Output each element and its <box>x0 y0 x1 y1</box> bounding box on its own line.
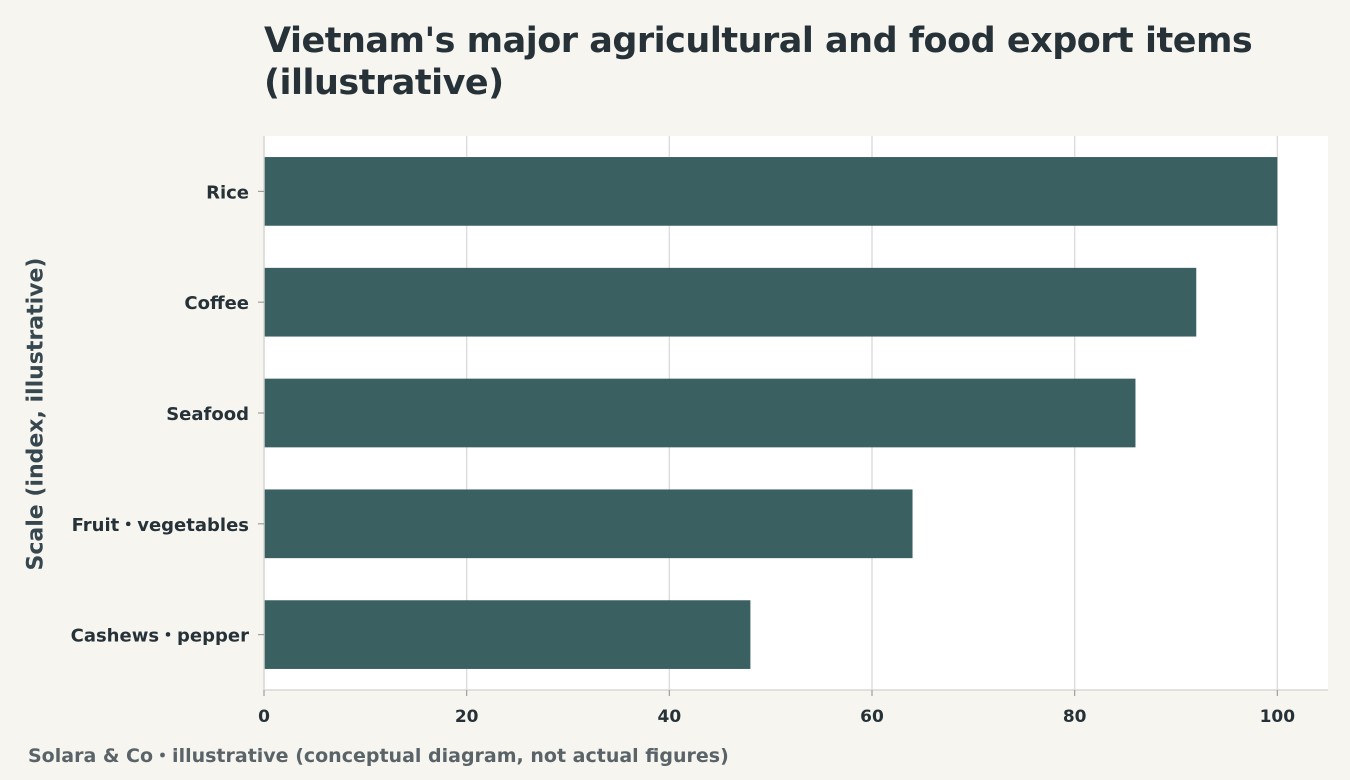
x-tick-label: 80 <box>1063 707 1087 727</box>
category-label: Fruit・vegetables <box>72 515 249 536</box>
bar <box>264 600 751 669</box>
x-tick-label: 0 <box>258 707 270 727</box>
x-tick-label: 40 <box>657 707 681 727</box>
y-axis-label: Scale (index, illustrative) <box>23 257 49 571</box>
x-tick-label: 20 <box>455 707 479 727</box>
bars <box>264 157 1278 669</box>
bar <box>264 157 1278 226</box>
category-label: Coffee <box>184 293 249 314</box>
x-ticks: 0 20 40 60 80 100 <box>258 690 1295 727</box>
category-label: Seafood <box>166 404 249 425</box>
source-footnote: Solara & Co・illustrative (conceptual dia… <box>28 745 729 767</box>
x-tick-label: 100 <box>1260 707 1296 727</box>
category-label: Rice <box>206 182 249 203</box>
bar <box>264 267 1197 337</box>
category-label: Cashews・pepper <box>71 626 250 647</box>
x-tick-label: 60 <box>860 707 884 727</box>
bar <box>264 378 1136 448</box>
chart-title: Vietnam's major agricultural and food ex… <box>264 21 1253 103</box>
category-labels: Rice Coffee Seafood Fruit・vegetables Cashews… <box>71 182 264 647</box>
bar <box>264 489 913 559</box>
